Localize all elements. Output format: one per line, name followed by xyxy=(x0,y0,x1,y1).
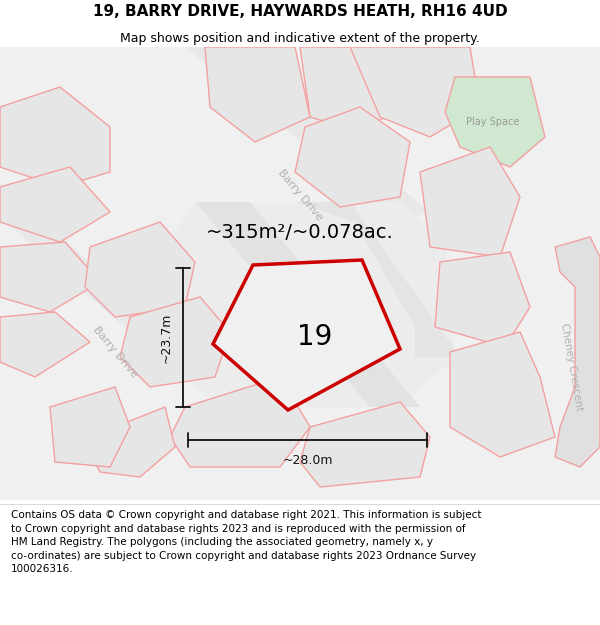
Polygon shape xyxy=(0,242,100,312)
Polygon shape xyxy=(300,402,430,487)
Polygon shape xyxy=(185,47,430,222)
Text: ~315m²/~0.078ac.: ~315m²/~0.078ac. xyxy=(206,222,394,241)
Polygon shape xyxy=(195,202,420,407)
Polygon shape xyxy=(450,332,555,457)
Text: 19: 19 xyxy=(298,323,332,351)
Polygon shape xyxy=(120,297,230,387)
Polygon shape xyxy=(213,260,400,410)
Polygon shape xyxy=(420,147,520,257)
Text: Cheney Crescent: Cheney Crescent xyxy=(559,322,584,412)
Polygon shape xyxy=(300,47,410,132)
Polygon shape xyxy=(0,167,110,242)
Text: Play Space: Play Space xyxy=(466,117,520,127)
Polygon shape xyxy=(445,77,545,167)
Polygon shape xyxy=(295,202,460,357)
Polygon shape xyxy=(0,207,195,372)
Polygon shape xyxy=(85,222,195,317)
Polygon shape xyxy=(90,407,175,477)
Polygon shape xyxy=(165,202,455,407)
Text: Barry Drive: Barry Drive xyxy=(276,168,324,222)
Polygon shape xyxy=(50,387,130,467)
Text: ~23.7m: ~23.7m xyxy=(160,312,173,362)
Polygon shape xyxy=(350,47,480,137)
Polygon shape xyxy=(170,377,310,467)
Text: 19, BARRY DRIVE, HAYWARDS HEATH, RH16 4UD: 19, BARRY DRIVE, HAYWARDS HEATH, RH16 4U… xyxy=(92,4,508,19)
Text: Map shows position and indicative extent of the property.: Map shows position and indicative extent… xyxy=(120,32,480,45)
Text: Contains OS data © Crown copyright and database right 2021. This information is : Contains OS data © Crown copyright and d… xyxy=(11,510,481,574)
Polygon shape xyxy=(0,312,90,377)
Text: Barry Drive: Barry Drive xyxy=(91,324,139,379)
Polygon shape xyxy=(435,252,530,347)
Polygon shape xyxy=(295,107,410,207)
Polygon shape xyxy=(0,47,600,500)
Polygon shape xyxy=(555,237,600,467)
Polygon shape xyxy=(0,87,110,187)
Polygon shape xyxy=(205,47,310,142)
Text: ~28.0m: ~28.0m xyxy=(282,454,333,467)
